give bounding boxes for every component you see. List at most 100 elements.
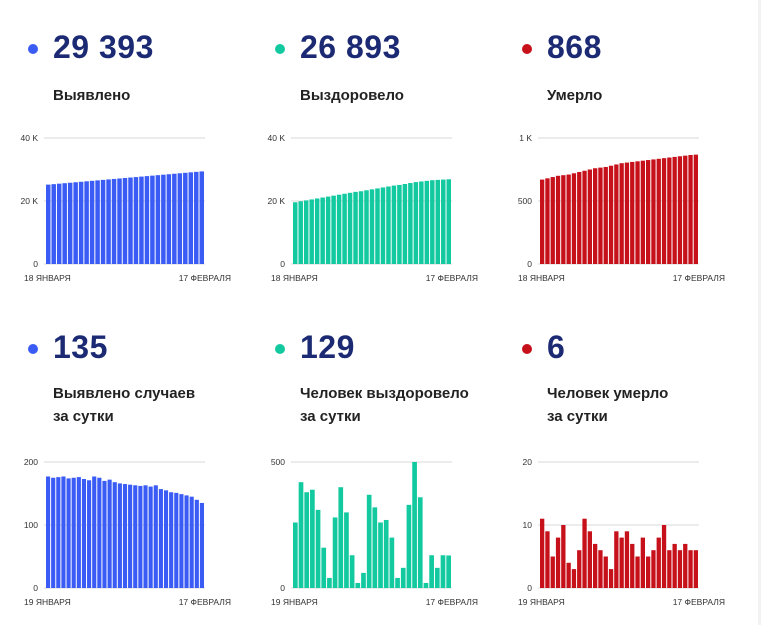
chart-total-died: 0 500 1 K 18 ЯНВАРЯ 17 ФЕВРАЛЯ: [518, 133, 725, 283]
bar: [95, 180, 100, 264]
bar: [347, 192, 353, 264]
bar: [155, 175, 161, 264]
bar: [540, 518, 545, 588]
right-edge-strip: [758, 0, 761, 625]
bar: [117, 483, 122, 588]
bar: [624, 162, 630, 264]
bar: [550, 556, 555, 588]
bar: [128, 484, 133, 588]
bar: [608, 569, 614, 588]
x-start-date-label: 18 ЯНВАРЯ: [271, 273, 318, 283]
x-start-date-label: 18 ЯНВАРЯ: [518, 273, 565, 283]
bar: [550, 177, 555, 264]
bar: [97, 477, 102, 588]
y-tick-label: 20 K: [268, 196, 286, 206]
bar: [391, 185, 397, 264]
bar: [169, 492, 174, 588]
bar: [158, 489, 163, 588]
y-tick-label: 20: [523, 457, 533, 467]
daily-died-value: 6: [547, 329, 566, 365]
bar: [303, 200, 309, 264]
bar: [693, 154, 698, 264]
bar: [389, 537, 395, 588]
bar: [571, 569, 577, 588]
bar: [321, 547, 327, 588]
bar: [161, 174, 166, 264]
bar: [327, 577, 332, 588]
bar: [153, 485, 158, 588]
bar: [56, 183, 62, 264]
y-tick-label: 40 K: [268, 133, 286, 143]
bar: [194, 499, 199, 588]
blue-dot-icon: [28, 344, 38, 354]
bar: [677, 156, 683, 264]
bar: [128, 177, 133, 264]
chart-total-recovered: 0 20 K 40 K 18 ЯНВАРЯ 17 ФЕВРАЛЯ: [268, 133, 479, 283]
bar: [353, 191, 358, 264]
bar: [593, 543, 598, 588]
bar: [46, 476, 51, 588]
bar: [440, 555, 446, 588]
bar: [177, 173, 183, 264]
bar: [188, 172, 194, 264]
bar: [342, 193, 347, 264]
bar: [640, 160, 645, 264]
bar: [545, 178, 550, 264]
bar: [355, 582, 361, 588]
bar: [106, 179, 111, 264]
total-died-value: 868: [547, 29, 602, 65]
bar: [298, 482, 304, 588]
y-tick-label: 0: [33, 259, 38, 269]
daily-detected-label-line2: за сутки: [53, 408, 114, 425]
bar: [144, 176, 150, 264]
bar: [630, 543, 635, 588]
y-tick-label: 10: [523, 520, 533, 530]
bar: [372, 507, 378, 588]
daily-detected-label-line1: Выявлено случаев: [53, 385, 196, 402]
bar: [608, 165, 614, 264]
x-end-date-label: 17 ФЕВРАЛЯ: [179, 597, 231, 607]
bar: [540, 179, 545, 264]
bar: [184, 495, 189, 588]
bar: [417, 497, 423, 588]
bar: [100, 179, 106, 264]
y-tick-label: 1 K: [519, 133, 532, 143]
bar: [172, 173, 177, 264]
bar: [122, 178, 128, 264]
bar: [656, 158, 661, 264]
panel-daily-detected: 135 Выявлено случаев за сутки 0 100 200 19 …: [0, 300, 240, 607]
y-tick-label: 20 K: [21, 196, 39, 206]
bar: [76, 477, 81, 588]
bar: [310, 489, 315, 588]
y-tick-label: 500: [271, 457, 285, 467]
bar: [582, 518, 587, 588]
bar: [598, 167, 603, 264]
bar: [84, 181, 89, 264]
bar: [73, 182, 78, 264]
bar: [336, 194, 342, 264]
bar: [555, 175, 561, 264]
bar: [331, 195, 336, 264]
x-end-date-label: 17 ФЕВРАЛЯ: [673, 597, 725, 607]
bar: [89, 180, 95, 264]
bar: [651, 159, 656, 264]
x-start-date-label: 19 ЯНВАРЯ: [518, 597, 565, 607]
x-start-date-label: 19 ЯНВАРЯ: [271, 597, 318, 607]
bar: [635, 556, 640, 588]
bar: [51, 184, 56, 264]
bar: [66, 478, 71, 588]
bar: [107, 479, 112, 588]
bar: [430, 180, 435, 264]
bar: [577, 550, 582, 588]
bar: [361, 572, 366, 588]
y-tick-label: 100: [24, 520, 38, 530]
bar: [651, 550, 656, 588]
bar: [380, 187, 386, 264]
bar: [571, 173, 577, 264]
y-tick-label: 200: [24, 457, 38, 467]
bar: [139, 176, 144, 264]
chart-total-detected: 0 20 K 40 K 18 ЯНВАРЯ 17 ФЕВРАЛЯ: [21, 133, 232, 283]
bar: [667, 550, 672, 588]
bar: [67, 182, 73, 264]
bar: [688, 550, 693, 588]
